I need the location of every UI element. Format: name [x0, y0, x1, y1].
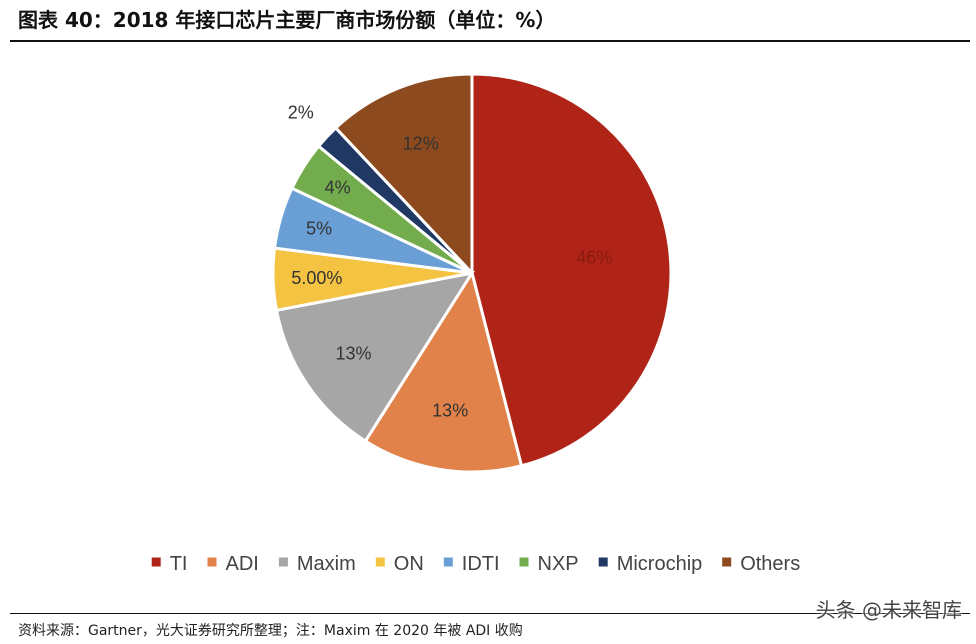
slice-label-idti: 5% — [306, 219, 332, 239]
legend-label-on: ON — [394, 553, 424, 575]
legend-swatch-microchip — [598, 557, 608, 567]
legend-swatch-idti — [443, 557, 453, 567]
pie-slices — [271, 72, 673, 474]
legend-swatch-maxim — [278, 557, 288, 567]
legend: TI ADI Maxim ON IDTI NXP Microchip Others — [151, 553, 800, 575]
legend-swatch-on — [375, 557, 385, 567]
watermark: 头条 @未来智库 — [815, 598, 962, 622]
pie-slice-ti — [470, 72, 673, 468]
legend-swatch-others — [722, 557, 732, 567]
legend-label-others: Others — [740, 553, 800, 575]
legend-swatch-ti — [151, 557, 161, 567]
slice-label-ti: 46% — [576, 248, 612, 268]
legend-label-nxp: NXP — [538, 553, 579, 575]
title-divider — [10, 40, 970, 42]
source-note: 资料来源：Gartner，光大证券研究所整理；注：Maxim 在 2020 年被… — [18, 623, 523, 639]
pie-slice-adi — [363, 269, 524, 474]
legend-label-adi: ADI — [226, 553, 259, 575]
slice-label-adi: 13% — [432, 401, 468, 421]
slice-label-maxim: 13% — [335, 344, 371, 364]
legend-swatch-adi — [207, 557, 217, 567]
legend-label-ti: TI — [170, 553, 188, 575]
footer-divider — [10, 613, 970, 614]
pie-slice-maxim — [274, 270, 476, 444]
slice-label-microchip: 2% — [288, 102, 314, 122]
pie-chart: 46% 13% 13% 5.00% 5% 4% 2% 12% TI ADI Maxim ON IDTI… — [151, 72, 800, 575]
slice-label-others: 12% — [403, 134, 439, 154]
legend-label-maxim: Maxim — [297, 553, 356, 575]
slice-label-on: 5.00% — [291, 268, 342, 288]
chart-title: 图表 40：2018 年接口芯片主要厂商市场份额（单位：%） — [18, 8, 556, 32]
legend-swatch-nxp — [519, 557, 529, 567]
pie-slice-others — [333, 72, 474, 277]
slice-label-nxp: 4% — [325, 178, 351, 198]
legend-label-idti: IDTI — [462, 553, 500, 575]
legend-label-microchip: Microchip — [617, 553, 703, 575]
slice-labels: 46% 13% 13% 5.00% 5% 4% 2% 12% — [288, 102, 613, 420]
